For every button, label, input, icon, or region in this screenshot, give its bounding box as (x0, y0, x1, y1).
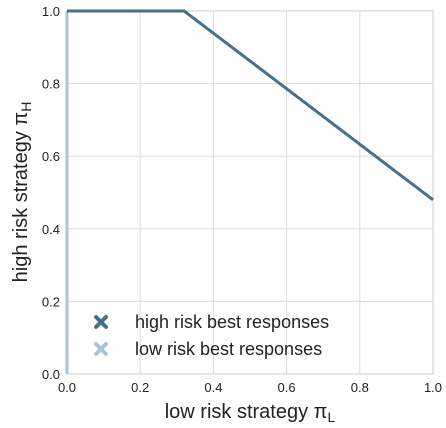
x-tick-label-2: 0.4 (204, 380, 222, 395)
x-tick-labels: 0.0 0.2 0.4 0.6 0.8 1.0 (58, 380, 442, 395)
y-tick-label-0: 0.0 (42, 367, 60, 382)
y-axis-label: high risk strategy πH (10, 102, 34, 283)
y-tick-label-3: 0.6 (42, 149, 60, 164)
legend-marker-0 (94, 315, 108, 329)
x-tick-label-3: 0.6 (278, 380, 296, 395)
x-axis-label: low risk strategy πL (165, 401, 336, 425)
y-tick-label-5: 1.0 (42, 4, 60, 19)
legend-marker-1 (94, 342, 108, 356)
series-lines (65, 9, 434, 374)
y-tick-label-2: 0.4 (42, 222, 60, 237)
legend: high risk best responses low risk best re… (94, 312, 329, 359)
legend-label-1: low risk best responses (135, 339, 322, 359)
legend-label-0: high risk best responses (135, 312, 329, 332)
y-tick-label-1: 0.2 (42, 294, 60, 309)
x-tick-label-4: 0.8 (351, 380, 369, 395)
x-tick-label-0: 0.0 (58, 380, 76, 395)
y-tick-label-4: 0.8 (42, 77, 60, 92)
series-line-0 (67, 9, 434, 201)
y-tick-labels: 0.0 0.2 0.4 0.6 0.8 1.0 (42, 4, 60, 382)
x-tick-label-5: 1.0 (424, 380, 442, 395)
x-tick-label-1: 0.2 (131, 380, 149, 395)
